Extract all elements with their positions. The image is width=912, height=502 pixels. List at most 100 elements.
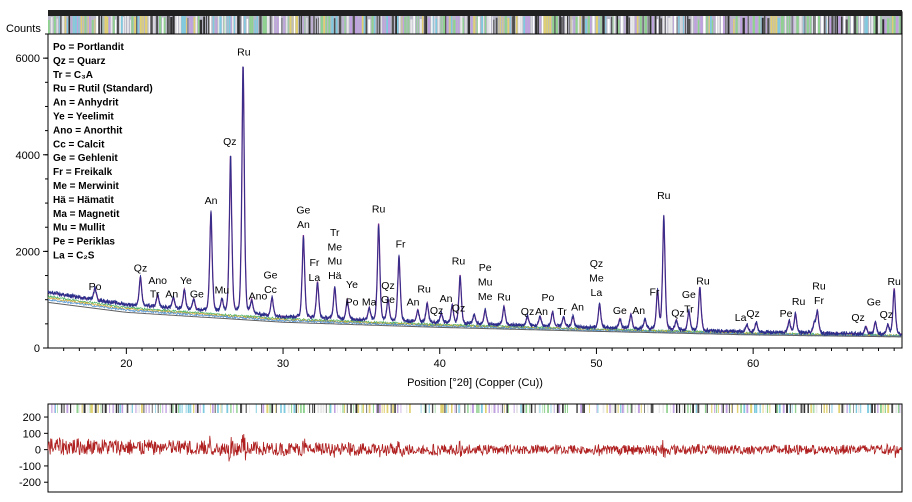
- marker-line: [283, 10, 285, 34]
- marker-line: [435, 18, 438, 34]
- marker-line: [563, 10, 565, 34]
- marker-line: [104, 404, 107, 413]
- marker-line: [660, 18, 663, 34]
- peak-label: An: [165, 288, 178, 300]
- marker-line: [838, 404, 841, 413]
- marker-line: [233, 404, 234, 413]
- marker-line: [848, 404, 850, 413]
- peak-label: Qz: [223, 136, 236, 148]
- marker-line: [676, 16, 678, 34]
- marker-line: [319, 10, 321, 34]
- marker-line: [782, 10, 784, 34]
- marker-line: [804, 10, 806, 34]
- marker-line: [176, 10, 178, 34]
- marker-line: [527, 10, 530, 34]
- marker-line: [476, 10, 478, 34]
- marker-line: [624, 10, 626, 34]
- marker-line: [647, 404, 649, 413]
- marker-line: [747, 10, 749, 34]
- marker-line: [621, 404, 624, 413]
- marker-line: [458, 10, 460, 34]
- marker-line: [460, 10, 463, 34]
- marker-line: [567, 404, 568, 413]
- peak-label: Ge: [296, 205, 310, 217]
- marker-line: [586, 404, 589, 413]
- marker-line: [175, 404, 178, 413]
- marker-line: [212, 404, 214, 413]
- observed-profile: [47, 66, 903, 337]
- y-tick-label: 0: [34, 343, 40, 355]
- marker-line: [877, 404, 879, 413]
- marker-line: [232, 10, 234, 34]
- marker-line: [860, 404, 862, 413]
- marker-line: [516, 404, 518, 413]
- marker-line: [609, 404, 611, 413]
- marker-line: [500, 404, 502, 413]
- marker-line: [708, 10, 710, 34]
- marker-line: [295, 404, 298, 413]
- peak-label: Me: [478, 291, 493, 303]
- marker-line: [187, 404, 190, 413]
- marker-line: [88, 10, 91, 34]
- marker-line: [851, 11, 854, 34]
- marker-line: [425, 10, 428, 34]
- marker-line: [332, 404, 334, 413]
- marker-line: [513, 404, 515, 413]
- marker-line: [199, 404, 201, 413]
- marker-line: [335, 10, 338, 34]
- marker-line: [815, 404, 818, 413]
- marker-line: [850, 404, 851, 413]
- marker-line: [529, 404, 531, 413]
- marker-line: [554, 12, 556, 35]
- marker-line: [600, 10, 602, 34]
- marker-line: [773, 10, 775, 34]
- peak-label: Fr: [309, 257, 319, 269]
- marker-line: [722, 404, 724, 413]
- marker-line: [382, 10, 384, 34]
- marker-line: [60, 404, 63, 413]
- marker-line: [404, 16, 406, 34]
- marker-line: [673, 10, 675, 34]
- marker-line: [440, 10, 442, 34]
- peak-label: Po: [541, 292, 554, 304]
- marker-line: [617, 404, 619, 413]
- marker-line: [674, 10, 677, 34]
- marker-line: [419, 19, 422, 34]
- marker-line: [186, 17, 188, 34]
- peak-label: Pe: [780, 308, 793, 320]
- marker-line: [163, 17, 166, 34]
- marker-line: [453, 19, 456, 34]
- marker-line: [119, 13, 121, 34]
- marker-line: [76, 404, 79, 413]
- peak-label: Ano: [148, 275, 167, 287]
- marker-line: [485, 404, 487, 413]
- marker-line: [244, 10, 246, 34]
- peak-label: Ru: [696, 276, 710, 288]
- marker-line: [337, 404, 338, 413]
- marker-line: [451, 404, 453, 413]
- residual-y-tick-label: 100: [23, 428, 41, 440]
- marker-line: [185, 404, 187, 413]
- marker-line: [172, 404, 174, 413]
- marker-line: [539, 404, 541, 413]
- marker-line: [515, 10, 518, 34]
- marker-line: [130, 404, 132, 413]
- marker-line: [127, 13, 129, 34]
- marker-line: [447, 404, 449, 413]
- marker-line: [339, 404, 341, 413]
- marker-line: [763, 10, 766, 34]
- peak-label: Qz: [880, 309, 893, 321]
- marker-line: [569, 404, 572, 413]
- marker-line: [670, 404, 672, 413]
- marker-line: [559, 14, 561, 34]
- marker-line: [865, 10, 868, 34]
- marker-line: [558, 404, 561, 413]
- marker-line: [60, 14, 62, 34]
- marker-line: [713, 10, 715, 34]
- marker-line: [626, 10, 629, 34]
- marker-line: [683, 11, 685, 34]
- marker-line: [101, 10, 103, 34]
- marker-line: [500, 10, 501, 34]
- peak-label: Tr: [684, 303, 694, 315]
- marker-line: [583, 404, 585, 413]
